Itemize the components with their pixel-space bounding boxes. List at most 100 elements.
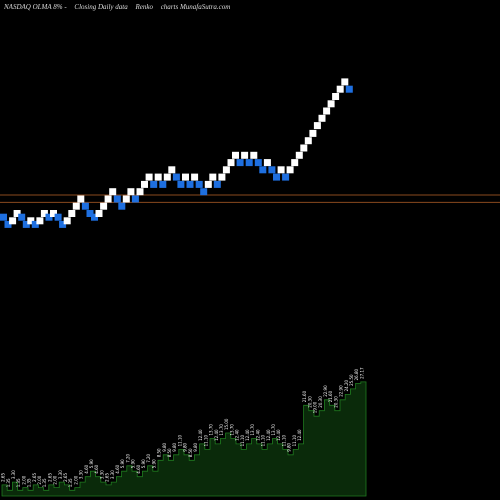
renko-brick-up <box>50 210 57 217</box>
volume-value-label: 9.80 <box>172 442 177 451</box>
renko-brick-up <box>95 210 103 217</box>
volume-value-label: 5.90 <box>89 459 94 468</box>
renko-brick-up <box>332 93 340 100</box>
volume-value-label: 3.30 <box>58 470 63 479</box>
volume-value-label: 12.40 <box>255 429 260 441</box>
volume-labels: 2.651.353.301.35 2.00 1.352.65 2.00 1.352.65… <box>1 367 365 487</box>
chart-subtitle: Closing Daily data <box>74 3 128 11</box>
volume-value-label: 19.00 <box>313 401 318 413</box>
renko-brick-down <box>22 220 30 228</box>
volume-value-label: 2.65 <box>32 473 37 482</box>
renko-brick-down <box>245 159 253 167</box>
volume-value-label: 2.00 <box>53 475 58 484</box>
renko-brick-up <box>286 166 294 174</box>
renko-brick-up <box>163 173 171 181</box>
renko-brick-up <box>136 188 144 196</box>
volume-value-label: 25.50 <box>349 374 354 386</box>
volume-value-label: 20.30 <box>307 396 312 408</box>
volume-value-label: 12.40 <box>235 429 240 441</box>
renko-brick-down <box>131 195 139 203</box>
volume-value-label: 7.20 <box>146 453 151 462</box>
volume-value-label: 3.30 <box>99 470 104 479</box>
renko-brick-down <box>282 173 290 181</box>
volume-value-label: 11.10 <box>281 434 286 446</box>
renko-brick-up <box>291 159 299 167</box>
renko-brick-down <box>54 213 62 221</box>
renko-brick-up <box>63 217 71 225</box>
volume-value-label: 2.65 <box>105 473 110 482</box>
renko-brick-down <box>59 220 67 228</box>
chart-header: NASDAQ OLMA 8% - Closing Daily data Renk… <box>4 3 496 15</box>
volume-area-path <box>1 381 367 497</box>
renko-brick-down <box>273 173 280 181</box>
renko-brick-down <box>159 180 167 188</box>
renko-brick-up <box>222 166 230 174</box>
volume-value-label: 27.17 <box>359 367 364 379</box>
renko-brick-down <box>254 159 262 167</box>
renko-brick-up <box>13 210 21 217</box>
renko-brick-up <box>336 85 344 93</box>
renko-brick-up <box>168 166 176 174</box>
renko-brick-up <box>218 173 226 181</box>
volume-value-label: 12.40 <box>276 429 281 441</box>
volume-value-label: 12.40 <box>245 429 250 441</box>
renko-brick-up <box>182 173 189 181</box>
volume-value-label: 13.70 <box>250 424 255 436</box>
renko-brick-up <box>313 122 321 130</box>
renko-brick-up <box>327 100 335 108</box>
volume-value-label: 24.20 <box>344 379 349 391</box>
volume-value-label: 1.35 <box>6 478 11 487</box>
renko-brick-up <box>27 217 35 225</box>
renko-brick-down <box>18 213 26 221</box>
volume-value-label: 12.40 <box>214 429 219 441</box>
volume-value-label: 5.90 <box>131 459 136 468</box>
volume-value-label: 20.30 <box>318 396 323 408</box>
volume-value-label: 4.60 <box>136 464 141 473</box>
volume-value-label: 20.30 <box>333 396 338 408</box>
volume-value-label: 3.30 <box>11 470 16 479</box>
renko-brick-down <box>195 180 203 188</box>
renko-brick-down <box>200 188 208 196</box>
renko-brick-up <box>304 137 312 145</box>
volume-value-label: 4.60 <box>84 464 89 473</box>
volume-value-label: 11.10 <box>261 434 266 446</box>
volume-value-label: 12.40 <box>266 429 271 441</box>
renko-brick-down <box>268 166 276 174</box>
volume-value-label: 13.70 <box>209 424 214 436</box>
renko-brick-down <box>177 180 185 188</box>
renko-brick-up <box>127 188 135 196</box>
volume-value-label: 7.20 <box>125 453 130 462</box>
renko-brick-up <box>204 180 212 188</box>
renko-brick-up <box>191 173 199 181</box>
volume-area <box>1 381 367 497</box>
renko-brick-up <box>141 180 148 188</box>
renko-brick-down <box>236 159 244 167</box>
volume-value-label: 22.90 <box>323 385 328 397</box>
renko-brick-up <box>277 166 285 174</box>
volume-value-label: 9.80 <box>287 442 292 451</box>
volume-value-label: 8.50 <box>188 448 193 457</box>
renko-brick-up <box>9 217 17 225</box>
renko-brick-up <box>341 78 349 86</box>
renko-brick-up <box>250 151 258 159</box>
volume-value-label: 5.90 <box>120 459 125 468</box>
volume-value-label: 4.60 <box>115 464 120 473</box>
renko-brick-up <box>68 210 76 217</box>
volume-value-label: 3.30 <box>110 470 115 479</box>
volume-value-label: 2.00 <box>37 475 42 484</box>
volume-value-label: 2.00 <box>21 475 26 484</box>
renko-bricks <box>0 78 353 228</box>
renko-brick-down <box>113 195 121 203</box>
renko-brick-down <box>213 180 221 188</box>
volume-value-label: 1.35 <box>16 478 21 487</box>
renko-brick-down <box>4 220 12 228</box>
volume-value-label: 5.90 <box>151 459 156 468</box>
volume-value-label: 13.70 <box>229 424 234 436</box>
renko-brick-up <box>318 114 326 122</box>
volume-value-label: 11.10 <box>177 434 182 446</box>
renko-brick-down <box>345 85 353 93</box>
renko-brick-up <box>323 107 331 115</box>
volume-value-label: 11.10 <box>240 434 245 446</box>
volume-value-label: 2.65 <box>47 473 52 482</box>
renko-brick-up <box>77 195 85 203</box>
